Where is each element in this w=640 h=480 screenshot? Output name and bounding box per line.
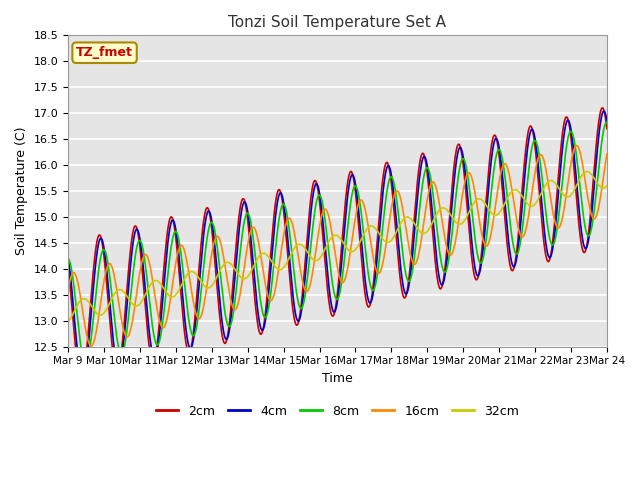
4cm: [540, 217, 547, 223]
2cm: [184, 349, 192, 355]
16cm: [573, 143, 580, 148]
Line: 16cm: 16cm: [68, 145, 607, 346]
8cm: [82, 360, 90, 366]
32cm: [421, 230, 429, 236]
16cm: [422, 209, 429, 215]
32cm: [64, 319, 72, 325]
16cm: [172, 264, 179, 270]
2cm: [244, 225, 252, 230]
16cm: [244, 237, 252, 243]
2cm: [77, 377, 85, 383]
8cm: [244, 211, 252, 217]
16cm: [540, 156, 547, 161]
8cm: [64, 256, 72, 262]
32cm: [171, 293, 179, 299]
32cm: [603, 183, 611, 189]
4cm: [244, 215, 252, 220]
Y-axis label: Soil Temperature (C): Soil Temperature (C): [15, 127, 28, 255]
4cm: [172, 223, 179, 229]
16cm: [184, 267, 192, 273]
16cm: [88, 343, 95, 349]
16cm: [64, 287, 72, 293]
Title: Tonzi Soil Temperature Set A: Tonzi Soil Temperature Set A: [228, 15, 447, 30]
32cm: [539, 187, 547, 193]
4cm: [64, 254, 72, 260]
4cm: [422, 155, 429, 161]
2cm: [492, 133, 500, 139]
2cm: [540, 234, 547, 240]
2cm: [64, 262, 72, 268]
2cm: [598, 105, 606, 111]
8cm: [603, 120, 611, 125]
8cm: [540, 186, 547, 192]
32cm: [492, 212, 499, 218]
Line: 2cm: 2cm: [68, 108, 607, 380]
X-axis label: Time: Time: [322, 372, 353, 385]
8cm: [172, 228, 179, 234]
8cm: [422, 168, 429, 173]
8cm: [492, 155, 500, 161]
32cm: [583, 168, 591, 174]
2cm: [603, 126, 611, 132]
Line: 4cm: 4cm: [68, 111, 607, 376]
4cm: [603, 118, 611, 123]
32cm: [184, 271, 192, 276]
2cm: [422, 157, 429, 163]
8cm: [603, 120, 611, 125]
8cm: [184, 313, 192, 319]
4cm: [79, 373, 86, 379]
2cm: [172, 229, 179, 235]
Legend: 2cm, 4cm, 8cm, 16cm, 32cm: 2cm, 4cm, 8cm, 16cm, 32cm: [151, 400, 524, 423]
16cm: [492, 201, 500, 207]
Line: 32cm: 32cm: [68, 171, 607, 322]
Text: TZ_fmet: TZ_fmet: [76, 46, 133, 59]
4cm: [184, 341, 192, 347]
32cm: [244, 273, 252, 279]
Line: 8cm: 8cm: [68, 122, 607, 363]
4cm: [492, 136, 500, 142]
4cm: [600, 108, 608, 114]
16cm: [603, 151, 611, 157]
